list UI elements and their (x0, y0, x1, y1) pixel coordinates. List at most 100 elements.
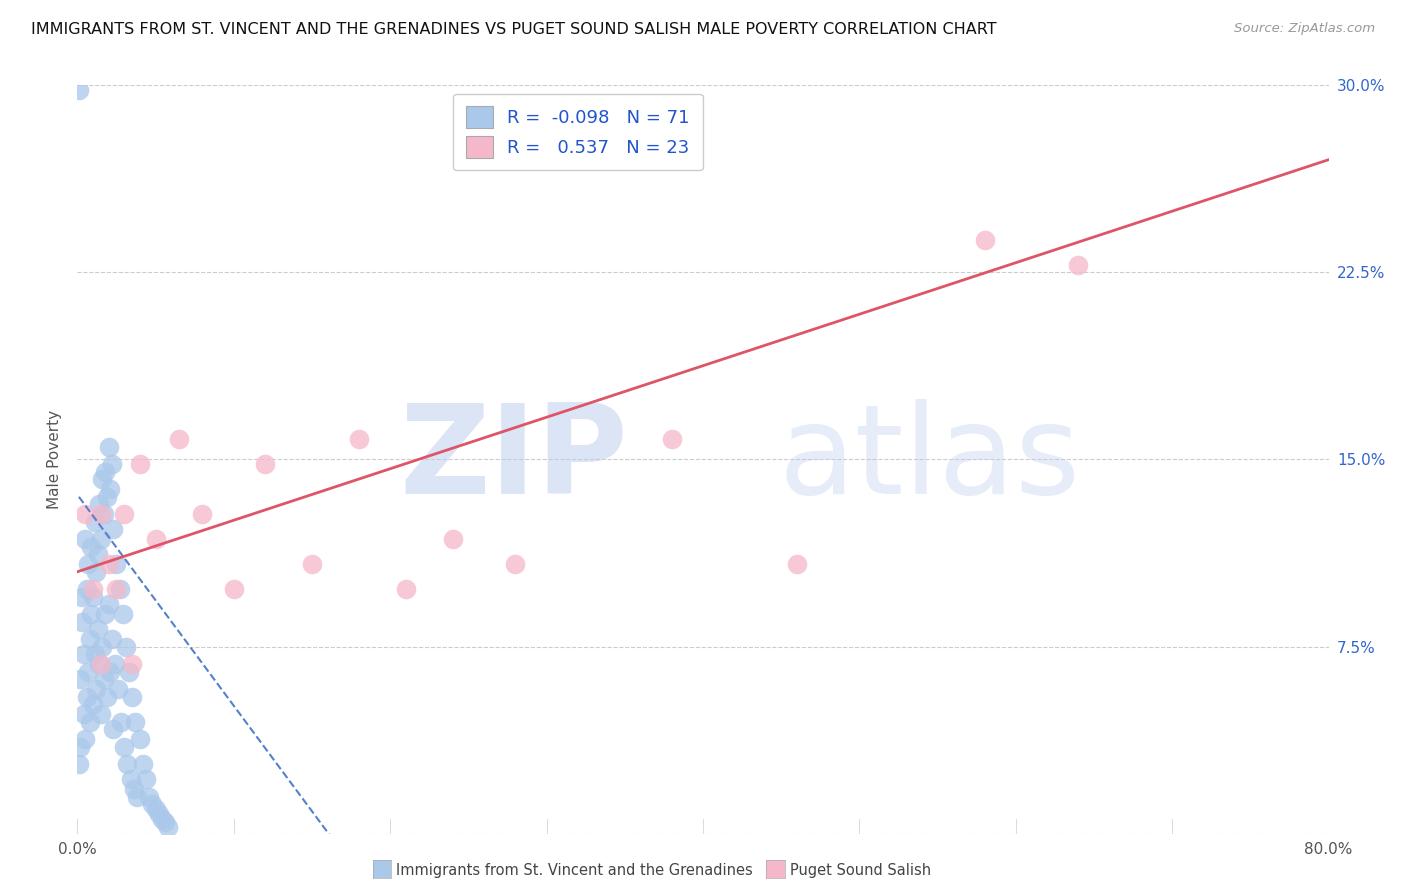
Point (129, 458, 152, 472)
Point (72, 647, 94, 661)
Point (80, 607, 103, 622)
Point (90, 657, 112, 672)
Point (786, 558, 808, 572)
Point (103, 722, 125, 736)
Point (80, 540, 103, 554)
Point (94, 607, 117, 622)
Point (117, 757, 139, 772)
Point (67, 83, 90, 97)
Point (110, 714, 132, 729)
Point (153, 814, 176, 829)
Point (122, 782, 145, 797)
Point (72, 707, 94, 722)
Text: ZIP: ZIP (399, 399, 628, 520)
Point (77, 558, 100, 572)
Point (253, 458, 276, 472)
Point (505, 558, 527, 572)
Text: Source: ZipAtlas.com: Source: ZipAtlas.com (1234, 22, 1375, 36)
Point (89, 657, 111, 672)
Legend: R =  -0.098   N = 71, R =   0.537   N = 23: R = -0.098 N = 71, R = 0.537 N = 23 (453, 94, 703, 170)
Point (120, 772, 142, 786)
Point (89, 497, 111, 511)
Point (105, 558, 128, 572)
Point (90, 707, 112, 722)
Point (148, 807, 170, 822)
Point (98, 483, 121, 497)
Point (94, 465, 117, 479)
Point (107, 682, 129, 697)
Point (79, 714, 101, 729)
Point (91, 472, 114, 486)
Text: Puget Sound Salish: Puget Sound Salish (790, 863, 931, 878)
Point (77, 665, 100, 679)
Point (70, 590, 93, 604)
Point (1067, 258, 1090, 272)
Y-axis label: Male Poverty: Male Poverty (46, 409, 62, 509)
Point (138, 789, 160, 804)
Point (100, 632, 122, 647)
Point (83, 647, 105, 661)
Point (112, 508, 135, 522)
Point (84, 682, 107, 697)
Point (69, 739, 91, 754)
Point (112, 739, 135, 754)
Point (111, 607, 134, 622)
Point (75, 732, 97, 747)
Point (135, 772, 157, 786)
Point (441, 533, 464, 547)
Point (301, 558, 323, 572)
Text: IMMIGRANTS FROM ST. VINCENT AND THE GRENADINES VS PUGET SOUND SALISH MALE POVERT: IMMIGRANTS FROM ST. VINCENT AND THE GREN… (31, 22, 997, 37)
Point (79, 632, 101, 647)
Point (90, 533, 112, 547)
Point (141, 797, 163, 811)
Point (129, 732, 152, 747)
Point (395, 582, 418, 597)
Point (347, 433, 370, 447)
Point (145, 533, 167, 547)
Point (86, 547, 108, 561)
Point (70, 615, 93, 629)
Point (93, 508, 115, 522)
Point (97, 558, 120, 572)
Point (124, 714, 146, 729)
Point (67, 757, 90, 772)
Point (145, 802, 167, 816)
Point (167, 433, 190, 447)
Point (121, 690, 143, 704)
Point (75, 533, 97, 547)
Point (103, 522, 125, 536)
Point (191, 508, 214, 522)
Point (114, 640, 136, 654)
Point (105, 582, 128, 597)
Point (973, 233, 995, 247)
Point (82, 697, 104, 711)
Point (97, 597, 120, 611)
Text: Immigrants from St. Vincent and the Grenadines: Immigrants from St. Vincent and the Gren… (396, 863, 754, 878)
Point (90, 508, 112, 522)
Point (222, 582, 245, 597)
Point (86, 622, 108, 636)
Point (157, 820, 180, 834)
Point (75, 508, 97, 522)
Point (104, 657, 127, 672)
Point (97, 440, 120, 454)
Point (661, 433, 683, 447)
Point (82, 590, 104, 604)
Point (132, 757, 155, 772)
Point (76, 582, 98, 597)
Point (98, 665, 121, 679)
Point (69, 672, 91, 686)
Point (96, 490, 118, 504)
Point (125, 789, 148, 804)
Point (96, 690, 118, 704)
Point (76, 690, 98, 704)
Point (108, 582, 131, 597)
Text: atlas: atlas (778, 399, 1080, 520)
Point (150, 812, 173, 826)
Point (83, 515, 105, 529)
Point (93, 672, 115, 686)
Point (82, 582, 104, 597)
Point (121, 657, 143, 672)
Point (118, 665, 141, 679)
Point (91, 640, 114, 654)
